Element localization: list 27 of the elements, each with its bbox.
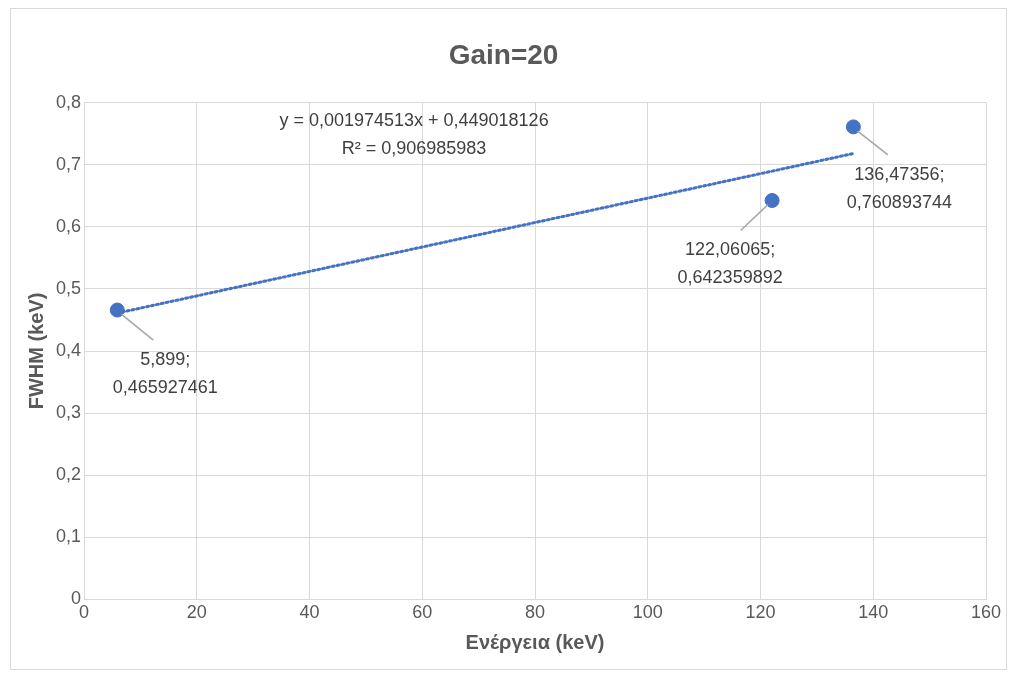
point bbox=[764, 193, 780, 208]
annotation: R² = 0,906985983 bbox=[341, 137, 487, 158]
y-tick-label: 0,8 bbox=[55, 91, 82, 112]
x-tick-label: 100 bbox=[632, 602, 663, 623]
y-tick-label: 0,5 bbox=[55, 277, 82, 298]
y-tick-label: 0,4 bbox=[55, 339, 82, 360]
y-tick-label: 0,6 bbox=[55, 215, 82, 236]
point bbox=[109, 302, 125, 318]
x-axis-title: Ενέργεια (keV) bbox=[465, 630, 605, 653]
x-tick-label: 20 bbox=[186, 602, 207, 623]
x-tick-label: 40 bbox=[299, 602, 320, 623]
y-axis-title: FWHM (keV) bbox=[24, 292, 47, 410]
y-tick-label: 0,1 bbox=[55, 526, 82, 547]
x-tick-label: 140 bbox=[858, 602, 889, 623]
data-label: 136,47356; 0,760893744 bbox=[846, 163, 952, 212]
y-tick-label: 0,7 bbox=[55, 153, 82, 174]
data-label: 5,899; 0,465927461 bbox=[112, 349, 218, 398]
y-tick-label: 0,3 bbox=[55, 402, 82, 423]
x-tick-label: 60 bbox=[412, 602, 433, 623]
point bbox=[845, 119, 861, 135]
x-tick-label: 80 bbox=[525, 602, 546, 623]
y-tick-label: 0,2 bbox=[55, 464, 82, 485]
x-tick-label: 120 bbox=[745, 602, 776, 623]
data-label: 122,06065; 0,642359892 bbox=[677, 239, 783, 288]
x-tick-label: 160 bbox=[970, 602, 1002, 623]
chart-title: Gain=20 bbox=[448, 38, 559, 70]
annotation: y = 0,001974513x + 0,449018126 bbox=[279, 109, 549, 130]
